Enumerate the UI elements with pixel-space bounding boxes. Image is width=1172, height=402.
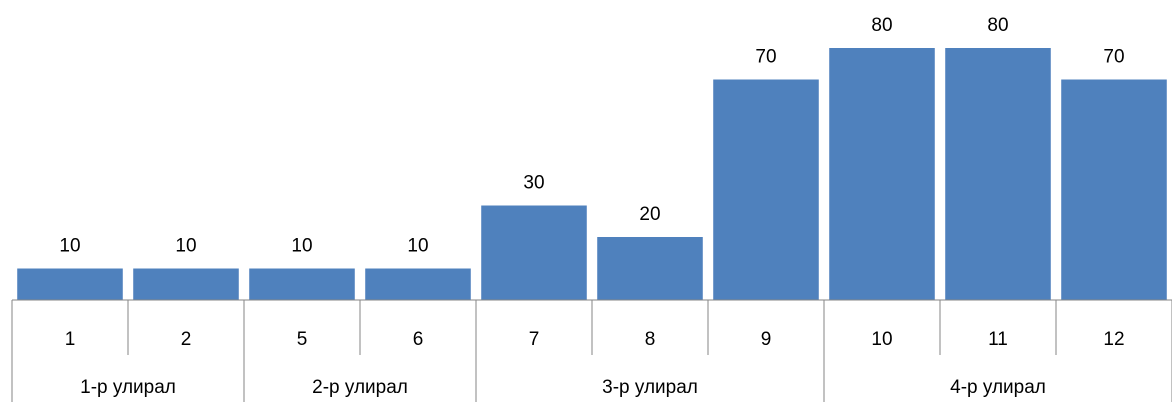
bar — [829, 48, 935, 300]
bar — [249, 268, 355, 300]
data-label: 10 — [175, 236, 196, 257]
x-tick-label: 2 — [181, 329, 192, 350]
group-label: 3-р улирал — [602, 377, 698, 398]
data-label: 10 — [59, 236, 80, 257]
x-tick-label: 6 — [413, 329, 424, 350]
bar — [133, 268, 239, 300]
x-tick-label: 7 — [529, 329, 540, 350]
bar — [1061, 79, 1167, 300]
x-tick-label: 10 — [871, 329, 892, 350]
data-label: 70 — [1103, 47, 1124, 68]
data-label: 80 — [871, 15, 892, 36]
x-tick-label: 5 — [297, 329, 308, 350]
group-label: 1-р улирал — [80, 377, 176, 398]
data-label: 70 — [755, 47, 776, 68]
group-label: 4-р улирал — [950, 377, 1046, 398]
bar — [365, 268, 471, 300]
data-label: 80 — [987, 15, 1008, 36]
bar — [945, 48, 1051, 300]
data-label: 10 — [291, 236, 312, 257]
group-label: 2-р улирал — [312, 377, 408, 398]
data-label: 30 — [523, 173, 544, 194]
data-label: 10 — [407, 236, 428, 257]
bar — [17, 268, 123, 300]
x-tick-label: 8 — [645, 329, 656, 350]
data-label: 20 — [639, 204, 660, 225]
bar — [597, 237, 703, 300]
x-tick-label: 1 — [65, 329, 76, 350]
bar — [713, 79, 819, 300]
x-tick-label: 9 — [761, 329, 772, 350]
x-tick-label: 12 — [1103, 329, 1124, 350]
x-tick-label: 11 — [988, 329, 1008, 350]
bar — [481, 205, 587, 300]
